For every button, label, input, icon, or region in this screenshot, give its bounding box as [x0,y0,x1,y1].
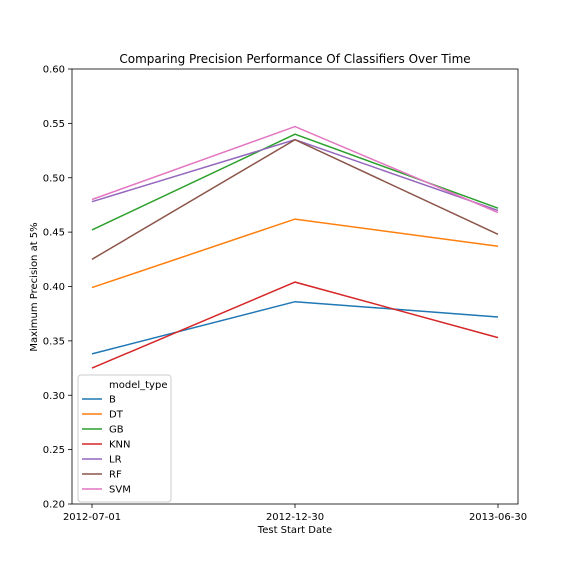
x-tick-label: 2013-06-30 [469,512,527,523]
x-tick-label: 2012-07-01 [63,512,121,523]
y-tick-label: 0.25 [43,445,65,456]
y-tick-label: 0.20 [43,500,65,511]
legend-label-rf: RF [109,470,122,481]
legend-label-knn: KNN [109,440,131,451]
legend-label-b: B [109,395,116,406]
legend-title: model_type [109,380,167,391]
legend-label-svm: SVM [109,485,131,496]
chart-title: Comparing Precision Performance Of Class… [119,52,470,66]
legend: model_type B DT GB KNN LR RF SVM [77,374,172,503]
series-line-rf [91,138,499,260]
x-tick-label: 2012-12-30 [266,512,324,523]
y-tick-label: 0.45 [43,228,65,239]
y-tick-label: 0.50 [43,173,65,184]
series-line-b [91,300,499,355]
legend-box [77,374,172,503]
series-layer [91,125,499,369]
legend-label-dt: DT [109,410,124,421]
y-axis: 0.20 0.25 0.30 0.35 0.40 0.45 0.50 0.55 0.60 [43,65,72,511]
y-tick-label: 0.35 [43,336,65,347]
y-tick-label: 0.55 [43,119,65,130]
x-axis-title: Test Start Date [257,525,332,536]
legend-label-gb: GB [109,425,124,436]
x-axis: 2012-07-01 2012-12-30 2013-06-30 [63,504,527,523]
series-line-dt [91,218,499,289]
y-tick-label: 0.30 [43,391,65,402]
legend-label-lr: LR [109,455,122,466]
y-axis-title: Maximum Precision at 5% [29,222,40,351]
y-tick-label: 0.40 [43,282,65,293]
series-line-knn [91,281,499,369]
series-line-svm [91,125,499,214]
y-tick-label: 0.60 [43,65,65,76]
